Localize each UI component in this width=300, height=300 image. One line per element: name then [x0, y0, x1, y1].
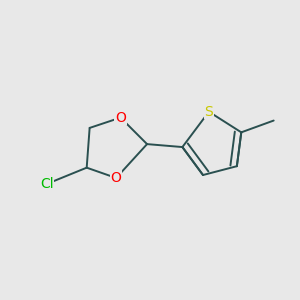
Text: O: O	[115, 111, 126, 124]
Text: S: S	[205, 105, 213, 119]
Text: O: O	[111, 171, 122, 185]
Text: Cl: Cl	[40, 177, 54, 191]
